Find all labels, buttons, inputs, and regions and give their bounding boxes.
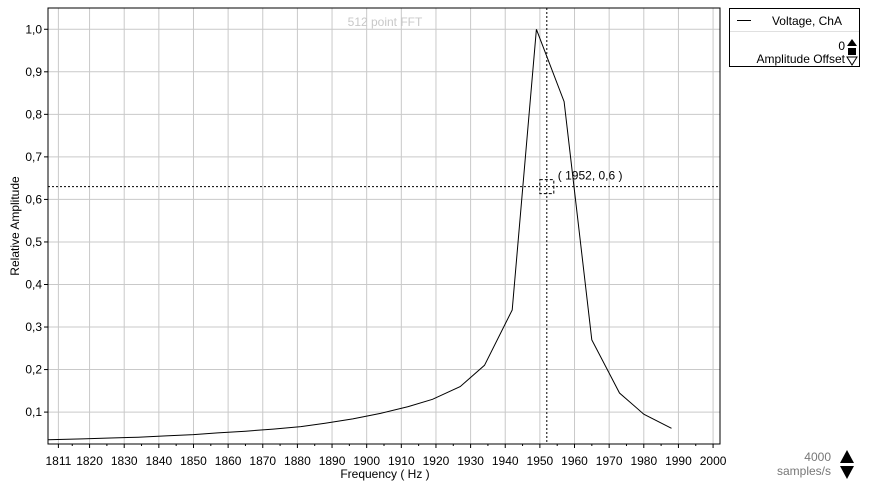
legend-panel: Voltage, ChA 0 Amplitude Offset bbox=[729, 8, 860, 67]
x-tick-label: 1980 bbox=[630, 454, 657, 468]
x-tick-label: 1870 bbox=[249, 454, 276, 468]
amplitude-offset-spinner[interactable] bbox=[846, 38, 858, 66]
x-tick-label: 1880 bbox=[284, 454, 311, 468]
y-axis-title: Relative Amplitude bbox=[8, 176, 22, 276]
crosshair-cursor[interactable]: ( 1952, 0,6 ) bbox=[48, 8, 720, 444]
sample-rate-up-arrow-icon[interactable] bbox=[840, 450, 854, 463]
series-line-0 bbox=[47, 29, 672, 441]
x-axis-title: Frequency ( Hz ) bbox=[340, 467, 429, 481]
grid bbox=[48, 8, 720, 444]
x-tick-label: 1960 bbox=[561, 454, 588, 468]
y-tick-label: 0,3 bbox=[25, 320, 42, 334]
y-tick-label: 0,5 bbox=[25, 235, 42, 249]
y-tick-label: 1,0 bbox=[25, 22, 42, 36]
x-tick-label: 1950 bbox=[527, 454, 554, 468]
y-tick-label: 0,4 bbox=[25, 277, 42, 291]
x-tick-label: 1920 bbox=[423, 454, 450, 468]
x-tick-label: 1811 bbox=[45, 454, 71, 468]
x-tick-label: 1910 bbox=[388, 454, 415, 468]
sample-rate-unit: samples/s bbox=[776, 464, 831, 478]
x-tick-label: 1970 bbox=[596, 454, 623, 468]
offset-stop-icon[interactable] bbox=[848, 48, 856, 55]
series-layer bbox=[47, 29, 672, 441]
sample-rate-down-arrow-icon[interactable] bbox=[840, 466, 854, 479]
y-tick-label: 0,6 bbox=[25, 192, 42, 206]
plot-area[interactable] bbox=[47, 7, 721, 445]
x-tick-label: 1940 bbox=[492, 454, 519, 468]
y-tick-label: 0,2 bbox=[25, 363, 42, 377]
x-tick-label: 1850 bbox=[180, 454, 207, 468]
y-tick-label: 0,8 bbox=[25, 107, 42, 121]
x-tick-label: 2000 bbox=[700, 454, 727, 468]
amplitude-offset-value: 0 bbox=[838, 39, 845, 53]
offset-down-arrow-icon[interactable] bbox=[846, 56, 858, 66]
y-axis: 0,1 0,2 0,3 0,4 0,5 0,6 0,7 0,8 0,9 1,0 bbox=[25, 22, 48, 419]
x-axis: 1811 1820 1830 1840 1850 1860 1870 1880 1890 1900… bbox=[45, 444, 727, 468]
sample-rate-value: 4000 bbox=[804, 450, 831, 464]
x-tick-label: 1990 bbox=[665, 454, 692, 468]
chart-title: 512 point FFT bbox=[348, 15, 423, 29]
x-tick-label: 1860 bbox=[215, 454, 242, 468]
x-tick-label: 1900 bbox=[353, 454, 380, 468]
x-tick-label: 1830 bbox=[111, 454, 138, 468]
x-tick-label: 1890 bbox=[319, 454, 346, 468]
amplitude-offset-label: Amplitude Offset bbox=[756, 52, 846, 66]
y-tick-label: 0,9 bbox=[25, 65, 42, 79]
cursor-readout: ( 1952, 0,6 ) bbox=[558, 169, 623, 183]
x-tick-label: 1930 bbox=[457, 454, 484, 468]
sample-rate-control: 4000 samples/s bbox=[757, 450, 857, 482]
sample-rate-spinner[interactable] bbox=[839, 450, 855, 480]
cursor-handle[interactable] bbox=[539, 179, 555, 195]
x-tick-label: 1840 bbox=[145, 454, 172, 468]
legend-entry[interactable]: Voltage, ChA bbox=[730, 9, 859, 32]
y-tick-label: 0,1 bbox=[25, 405, 42, 419]
x-tick-label: 1820 bbox=[76, 454, 103, 468]
offset-up-arrow-icon[interactable] bbox=[847, 39, 857, 46]
legend-line-swatch bbox=[737, 20, 751, 21]
legend-series-label: Voltage, ChA bbox=[771, 14, 842, 28]
y-tick-label: 0,7 bbox=[25, 150, 42, 164]
